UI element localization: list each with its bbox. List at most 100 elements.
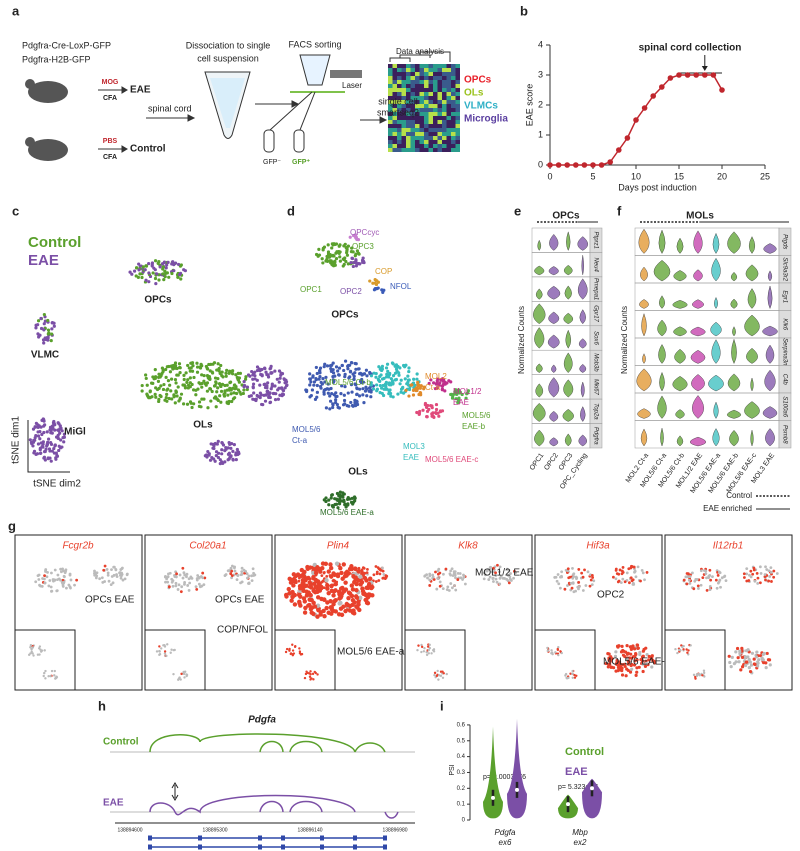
cell-dot <box>170 652 172 654</box>
heat-cell <box>456 92 461 96</box>
cell-dot <box>566 584 569 587</box>
violin <box>744 315 759 336</box>
cell-dot <box>674 648 676 650</box>
heat-cell <box>388 76 393 80</box>
mouse-line: Pdgfra-H2B-GFP <box>22 54 91 64</box>
cell-dot <box>753 567 756 570</box>
cell-dot <box>376 388 379 391</box>
cell-dot <box>365 394 368 397</box>
panel-letter: b <box>520 3 528 18</box>
cell-dot <box>162 278 165 281</box>
cell-dot <box>332 362 335 365</box>
cell-dot <box>41 649 43 651</box>
point <box>625 135 631 141</box>
violin <box>654 260 670 281</box>
gene-label: Slc9a3r2 <box>781 257 787 281</box>
heat-cell <box>447 64 452 68</box>
violin <box>731 272 737 281</box>
cell-dot <box>354 253 357 256</box>
cell-dot <box>324 606 328 610</box>
violin <box>677 436 683 446</box>
violin <box>639 229 649 253</box>
cell-dot <box>217 440 220 443</box>
panel-letter: i <box>440 698 444 713</box>
heat-cell <box>429 128 434 132</box>
cell-dot <box>32 441 35 444</box>
heat-cell <box>424 80 429 84</box>
cell-dot <box>572 677 574 679</box>
cell-dot <box>571 673 573 675</box>
cell-dot <box>767 580 770 583</box>
heat-cell <box>438 140 443 144</box>
violin <box>538 240 541 250</box>
heat-cell <box>442 84 447 88</box>
heat-cell <box>456 108 461 112</box>
heat-cell <box>451 64 456 68</box>
cell-dot <box>218 367 221 370</box>
heat-cell <box>424 136 429 140</box>
cell-dot <box>770 580 773 583</box>
violin <box>708 375 723 391</box>
cell-dot <box>287 587 291 591</box>
cell-dot <box>737 656 740 659</box>
x-tick-label: 0 <box>547 171 552 181</box>
cell-dot <box>282 389 285 392</box>
cell-dot <box>330 589 334 593</box>
heat-cell <box>393 84 398 88</box>
cell-dot <box>98 577 101 580</box>
heat-cell <box>456 96 461 100</box>
heat-cell <box>451 120 456 124</box>
cell-dot <box>284 379 287 382</box>
cell-dot <box>689 575 692 578</box>
violin <box>691 350 705 363</box>
heat-cell <box>456 80 461 84</box>
cell-dot <box>333 261 336 264</box>
cell-dot <box>226 384 229 387</box>
violin <box>729 430 738 446</box>
cell-dot <box>325 583 329 587</box>
cell-dot <box>625 644 628 647</box>
label: Laser <box>342 81 362 90</box>
cell-dot <box>162 644 164 646</box>
cell-dot <box>354 362 357 365</box>
cell-dot <box>51 670 53 672</box>
point <box>556 162 562 168</box>
heat-cell <box>393 76 398 80</box>
cell-dot <box>147 262 150 265</box>
cell-dot <box>294 645 296 647</box>
cell-dot <box>750 663 753 666</box>
cell-dot <box>336 403 339 406</box>
cell-dot <box>314 377 317 380</box>
cell-dot <box>308 372 311 375</box>
heat-cell <box>415 148 420 152</box>
cell-dot <box>37 442 40 445</box>
cell-dot <box>160 647 162 649</box>
cell-dot <box>430 415 433 418</box>
cell-dot <box>776 572 779 575</box>
heat-cell <box>420 120 425 124</box>
cell-dot <box>700 569 703 572</box>
heat-cell <box>429 68 434 72</box>
cell-dot <box>330 392 333 395</box>
cell-dot <box>690 644 692 646</box>
label: EAE <box>130 85 151 96</box>
cell-dot <box>172 263 175 266</box>
heat-cell <box>433 80 438 84</box>
violin <box>549 377 559 397</box>
cell-type-label: OPCs <box>464 75 492 86</box>
violin <box>534 266 544 275</box>
cell-dot <box>334 395 337 398</box>
cell-dot <box>330 496 333 499</box>
cell-dot <box>741 665 744 668</box>
cell-dot <box>346 254 349 257</box>
cell-dot <box>240 570 243 573</box>
heat-cell <box>420 80 425 84</box>
cell-dot <box>718 571 721 574</box>
cell-dot <box>620 645 623 648</box>
heat-cell <box>402 68 407 72</box>
cell-dot <box>247 582 250 585</box>
row-frame <box>635 421 779 449</box>
cell-dot <box>701 674 703 676</box>
cell-dot <box>36 323 39 326</box>
cell-dot <box>161 367 164 370</box>
